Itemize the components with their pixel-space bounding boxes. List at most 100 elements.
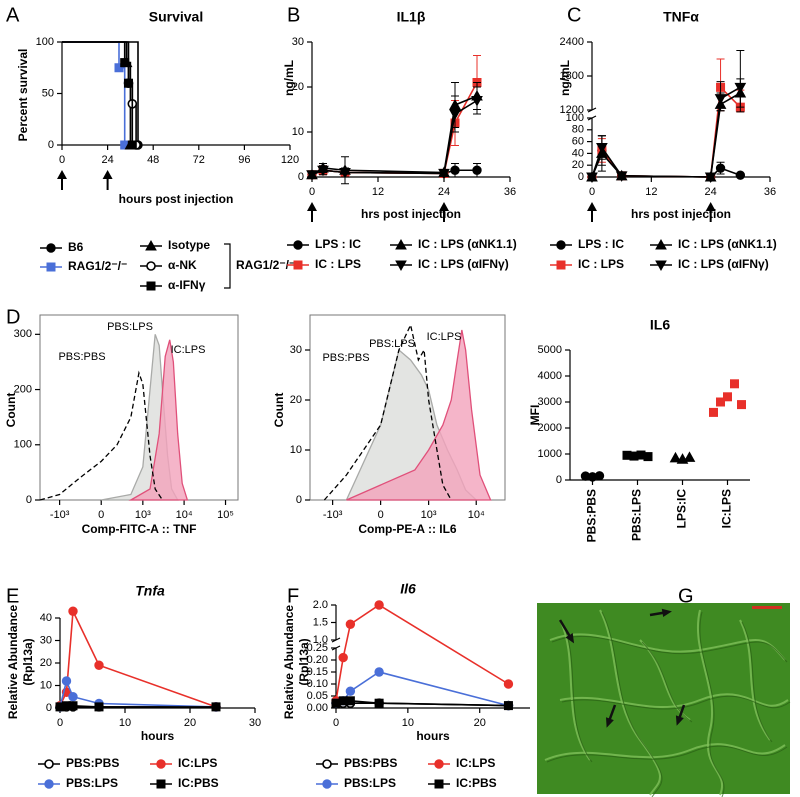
x-tick-label: LPS:IC xyxy=(675,489,689,529)
panel-label: C xyxy=(567,4,581,26)
x-tick-label: 0 xyxy=(98,509,104,521)
y-tick-label: 300 xyxy=(14,328,32,340)
x-axis-label: hrs post injection xyxy=(631,207,731,221)
histogram-label: PBS:PBS xyxy=(58,351,105,363)
x-tick-label: 20 xyxy=(184,717,196,729)
x-tick-label: IC:LPS xyxy=(720,489,734,528)
y-tick-label: 2400 xyxy=(560,36,584,48)
x-tick-label: 10 xyxy=(119,717,131,729)
series-line xyxy=(59,678,217,708)
marker xyxy=(68,701,78,711)
x-tick-label: 0 xyxy=(309,186,315,198)
legend-label: IC : LPS (αNK1.1) xyxy=(678,237,777,251)
legend-label: PBS:LPS xyxy=(344,776,396,790)
legend-marker xyxy=(46,243,56,253)
y-tick-label: 0 xyxy=(296,494,302,506)
marker xyxy=(94,702,104,712)
legend-marker xyxy=(145,239,157,251)
y-tick-label: 20 xyxy=(292,81,304,93)
x-tick-label: PBS:PBS xyxy=(585,489,599,542)
marker xyxy=(345,686,356,696)
legend-label: IC : LPS (αNK1.1) xyxy=(418,237,517,251)
arrow-head xyxy=(661,608,672,618)
histogram-label: PBS:LPS xyxy=(107,321,153,333)
y-tick-label: 0.00 xyxy=(307,702,328,714)
histogram xyxy=(323,322,452,501)
series-line xyxy=(62,41,134,145)
x-tick-label: -10³ xyxy=(323,509,343,521)
marker xyxy=(317,165,329,177)
cell-shadow xyxy=(601,611,663,797)
x-tick-label: -10³ xyxy=(50,509,70,521)
legend-marker xyxy=(146,261,156,271)
cell-outline xyxy=(559,693,789,708)
legend-marker xyxy=(395,260,407,272)
y-tick-label: 0.15 xyxy=(307,666,328,678)
plot-frame xyxy=(39,314,239,501)
chart-title: IL6 xyxy=(650,317,670,333)
x-tick-label: 48 xyxy=(147,154,159,166)
cell-outline xyxy=(549,633,786,661)
legend-marker xyxy=(322,759,332,769)
marker xyxy=(503,679,514,689)
legend-group-label: RAG1/2⁻/⁻ xyxy=(236,258,295,272)
marker xyxy=(114,63,124,73)
cell-shadow xyxy=(741,621,773,743)
x-axis-label: hours xyxy=(141,729,175,743)
marker xyxy=(737,400,746,410)
chart-title: IL1β xyxy=(397,9,426,25)
legend-label: Isotype xyxy=(168,238,210,252)
histogram xyxy=(346,329,492,501)
injection-arrow-head xyxy=(705,202,716,211)
marker xyxy=(594,471,605,481)
marker xyxy=(471,96,483,107)
legend-label: PBS:PBS xyxy=(66,756,119,770)
x-tick-label: 0 xyxy=(333,717,339,729)
cell-outline xyxy=(559,619,591,761)
y-tick-label: 100 xyxy=(36,36,54,48)
x-tick-label: 0 xyxy=(59,154,65,166)
marker xyxy=(61,676,72,686)
y-tick-label: 0.25 xyxy=(307,642,328,654)
arrow-head xyxy=(565,633,575,644)
marker xyxy=(643,452,653,462)
legend-label: IC : LPS xyxy=(315,257,361,271)
y-tick-label: 1200 xyxy=(560,104,584,116)
legend-label: IC:PBS xyxy=(456,776,497,790)
marker xyxy=(94,660,104,670)
y-tick-label: 5000 xyxy=(538,344,562,356)
y-tick-label: 100 xyxy=(14,439,32,451)
y-tick-label: 40 xyxy=(572,147,584,159)
histogram xyxy=(39,370,163,501)
y-tick-label: 0.10 xyxy=(307,678,328,690)
y-tick-label: 0 xyxy=(298,171,304,183)
x-tick-label: 96 xyxy=(238,154,250,166)
marker xyxy=(503,701,513,711)
marker xyxy=(127,140,137,150)
legend-label: α-IFNγ xyxy=(168,278,206,292)
y-tick-label: 1.5 xyxy=(313,616,328,628)
marker xyxy=(374,667,384,677)
marker xyxy=(716,397,725,407)
x-tick-label: 12 xyxy=(645,186,657,198)
marker xyxy=(734,82,747,94)
cell-outline xyxy=(696,609,723,796)
legend-label: IC:LPS xyxy=(178,756,217,770)
legend-label: IC:LPS xyxy=(456,756,495,770)
y-axis-label: ng/mL xyxy=(282,60,296,96)
x-tick-label: 24 xyxy=(705,186,717,198)
legend-label: PBS:LPS xyxy=(66,776,118,790)
x-tick-label: 30 xyxy=(249,717,261,729)
legend-bracket xyxy=(224,243,231,289)
y-tick-label: 0 xyxy=(26,494,32,506)
y-tick-label: 1000 xyxy=(538,448,562,460)
x-tick-label: 72 xyxy=(193,154,205,166)
y-tick-label: 4000 xyxy=(538,370,562,382)
legend-label: LPS : IC xyxy=(315,237,361,251)
legend-label: PBS:PBS xyxy=(344,756,397,770)
marker xyxy=(68,606,78,616)
legend-marker xyxy=(322,779,332,789)
legend-label: LPS : IC xyxy=(578,237,624,251)
histogram-label: PBS:PBS xyxy=(322,352,369,364)
